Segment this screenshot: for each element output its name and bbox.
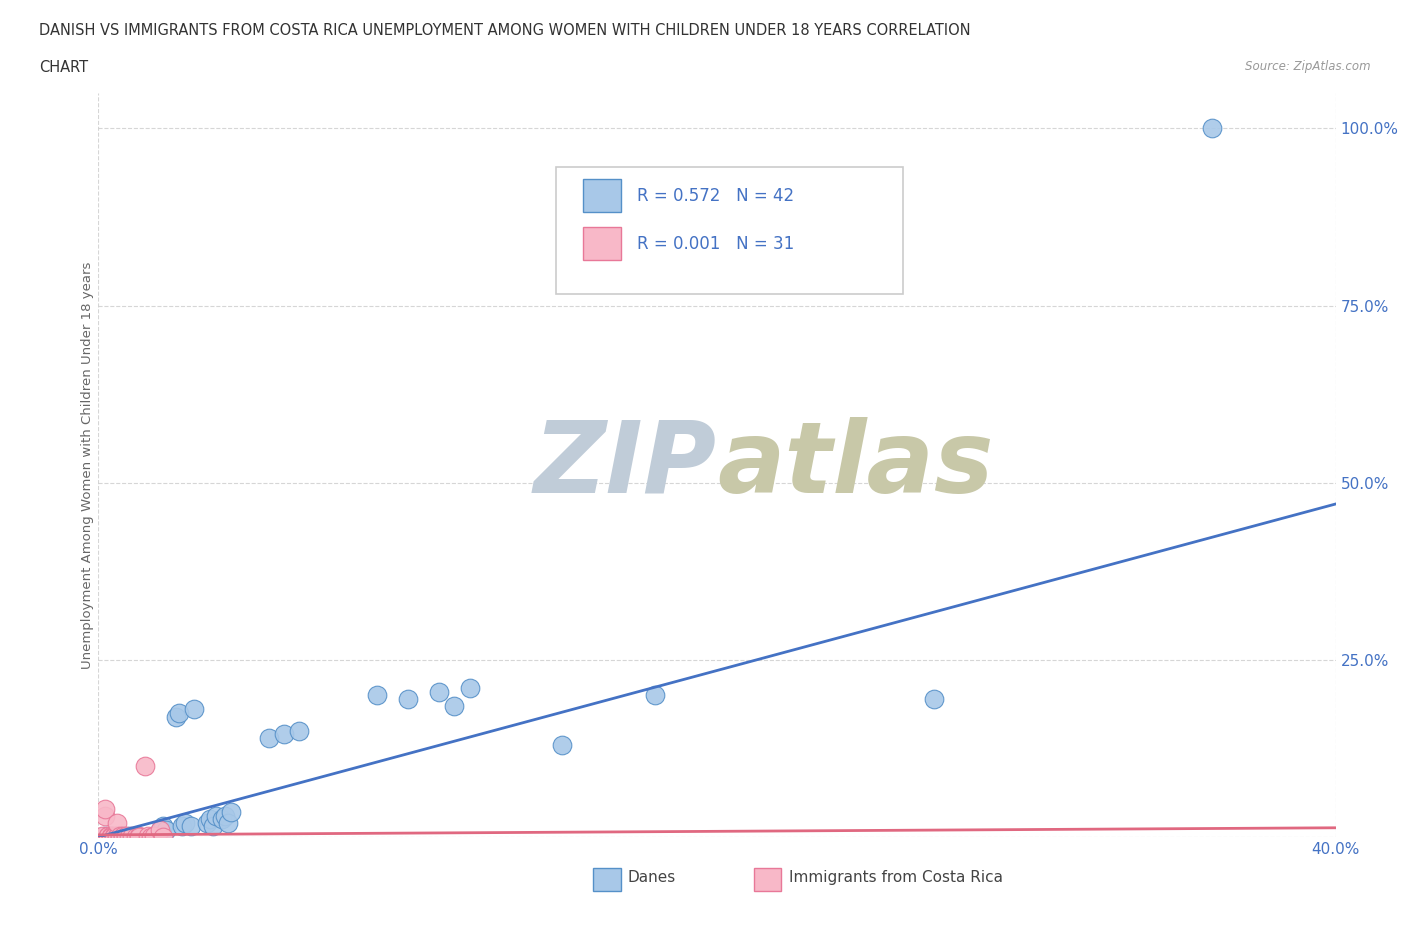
Text: R = 0.001   N = 31: R = 0.001 N = 31: [637, 235, 794, 253]
Point: [108, 830, 131, 844]
Point: [100, 830, 122, 844]
Text: R = 0.572   N = 42: R = 0.572 N = 42: [637, 187, 794, 205]
Point: [103, 830, 125, 844]
Point: [93, 802, 115, 817]
Point: [118, 829, 141, 844]
Text: CHART: CHART: [39, 60, 89, 75]
Point: [366, 688, 388, 703]
Point: [112, 829, 135, 844]
Text: Source: ZipAtlas.com: Source: ZipAtlas.com: [1246, 60, 1371, 73]
Point: [97, 830, 120, 844]
Point: [134, 759, 156, 774]
Point: [198, 812, 221, 827]
FancyBboxPatch shape: [557, 167, 903, 294]
Text: Danes: Danes: [628, 870, 676, 885]
Point: [136, 829, 159, 844]
Point: [108, 830, 131, 844]
Text: DANISH VS IMMIGRANTS FROM COSTA RICA UNEMPLOYMENT AMONG WOMEN WITH CHILDREN UNDE: DANISH VS IMMIGRANTS FROM COSTA RICA UNE…: [39, 23, 972, 38]
Point: [100, 829, 122, 844]
Point: [97, 828, 120, 843]
Point: [458, 681, 481, 696]
Point: [121, 830, 143, 844]
Point: [128, 830, 150, 844]
Point: [257, 730, 280, 745]
Point: [273, 727, 295, 742]
Point: [644, 688, 666, 703]
Text: Immigrants from Costa Rica: Immigrants from Costa Rica: [789, 870, 1002, 885]
Point: [112, 830, 135, 844]
Point: [165, 709, 187, 724]
Bar: [593, 869, 620, 891]
Point: [124, 830, 146, 844]
Point: [121, 829, 143, 844]
Point: [195, 816, 218, 830]
Point: [214, 808, 236, 823]
Point: [551, 737, 574, 752]
Point: [105, 830, 128, 844]
Point: [97, 829, 120, 844]
Point: [155, 822, 177, 837]
Point: [115, 830, 138, 844]
Bar: [583, 179, 620, 212]
Point: [288, 724, 311, 738]
Point: [115, 830, 138, 844]
Point: [97, 830, 120, 844]
Point: [143, 829, 166, 844]
Point: [93, 808, 115, 823]
Text: ZIP: ZIP: [534, 417, 717, 513]
Point: [174, 816, 197, 830]
Point: [170, 819, 193, 834]
Point: [149, 822, 172, 837]
Point: [108, 829, 131, 844]
Bar: [583, 227, 620, 260]
Point: [205, 808, 228, 823]
Point: [443, 698, 465, 713]
Point: [105, 816, 128, 830]
Point: [201, 819, 224, 834]
Point: [115, 829, 138, 844]
Point: [112, 829, 135, 844]
Point: [124, 829, 146, 844]
Point: [103, 829, 125, 844]
Point: [1201, 121, 1223, 136]
Point: [183, 702, 205, 717]
Point: [396, 691, 419, 706]
Point: [427, 684, 450, 699]
Point: [93, 829, 115, 844]
Y-axis label: Unemployment Among Women with Children Under 18 years: Unemployment Among Women with Children U…: [80, 261, 94, 669]
Point: [152, 819, 174, 834]
Point: [211, 812, 233, 827]
Point: [100, 829, 122, 844]
Point: [128, 829, 150, 844]
Point: [90, 830, 112, 844]
Point: [221, 804, 243, 819]
Point: [180, 819, 202, 834]
Point: [105, 829, 128, 844]
Text: atlas: atlas: [717, 417, 994, 513]
Point: [118, 830, 141, 844]
Point: [167, 706, 190, 721]
Point: [139, 830, 162, 844]
Point: [103, 830, 125, 844]
Point: [922, 691, 945, 706]
Point: [105, 829, 128, 844]
Point: [149, 822, 172, 837]
Point: [152, 830, 174, 844]
Point: [90, 829, 112, 844]
Bar: [754, 869, 782, 891]
Point: [90, 830, 112, 844]
Point: [217, 816, 239, 830]
Point: [128, 830, 150, 844]
